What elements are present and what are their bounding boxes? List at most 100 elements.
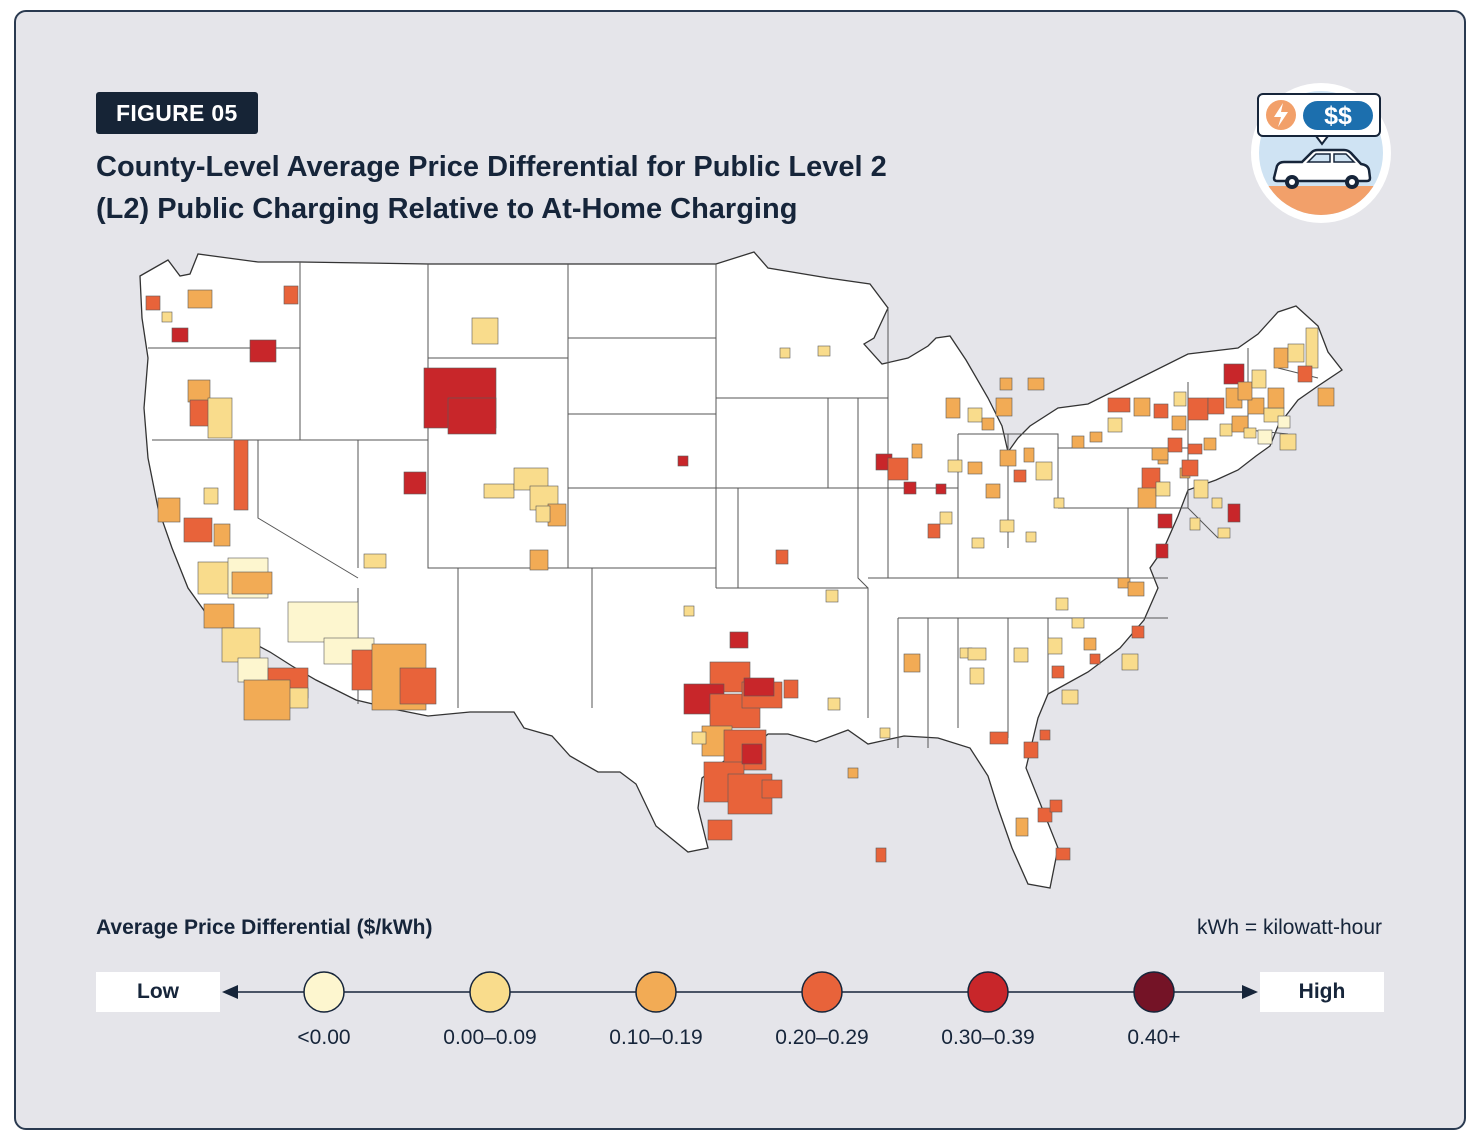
county-patch <box>1155 481 1171 497</box>
county-patch <box>967 647 987 661</box>
county-patch <box>1243 427 1257 439</box>
color-scale: Low High <0.00 0.00–0.09 0.10–0.19 0.20–0.2… <box>96 964 1384 1064</box>
county-patch <box>971 537 985 549</box>
legend-dot-6 <box>1133 971 1175 1013</box>
county-patch <box>363 553 387 569</box>
county-patch <box>145 295 161 311</box>
county-patch <box>187 289 213 309</box>
county-patch <box>283 285 299 305</box>
county-patch <box>1023 741 1039 759</box>
county-patch <box>1013 647 1029 663</box>
county-patch <box>1049 799 1063 813</box>
county-patch <box>233 439 249 511</box>
legend-dot-3 <box>635 971 677 1013</box>
county-patch <box>775 549 789 565</box>
county-patch <box>403 471 427 495</box>
county-patch <box>879 727 891 739</box>
county-patch <box>447 397 497 435</box>
county-patch <box>1251 369 1267 389</box>
legend-bin-label-3: 0.10–0.19 <box>609 1026 703 1049</box>
county-patch <box>1167 437 1183 453</box>
county-patch <box>1027 377 1045 391</box>
county-patch <box>927 523 941 539</box>
county-patch <box>779 347 791 359</box>
county-patch <box>213 523 231 547</box>
county-patch <box>1051 665 1065 679</box>
county-patch <box>939 511 953 525</box>
scale-arrow-left-icon <box>222 985 238 999</box>
county-patch <box>1223 363 1245 385</box>
county-patch <box>237 657 269 683</box>
scale-high-label: High <box>1260 972 1384 1012</box>
county-patch <box>1127 581 1145 597</box>
county-patch <box>197 561 233 595</box>
county-patch <box>203 487 219 505</box>
county-patch <box>1107 417 1123 433</box>
county-patch <box>1047 637 1063 655</box>
county-patch <box>1189 517 1201 531</box>
county-patch <box>691 731 707 745</box>
county-patch <box>875 847 887 863</box>
county-patch <box>1137 487 1157 509</box>
legend-note: kWh = kilowatt-hour <box>1197 916 1382 939</box>
county-patch <box>1273 347 1289 369</box>
county-patch <box>1157 513 1173 529</box>
us-county-map <box>139 251 1343 889</box>
county-patch <box>707 819 733 841</box>
figure-title-line-2: (L2) Public Charging Relative to At-Home… <box>96 193 798 225</box>
county-patch <box>1055 597 1069 611</box>
county-patch <box>683 605 695 617</box>
county-patch <box>903 653 921 673</box>
county-patch <box>171 327 189 343</box>
county-patch <box>1153 403 1169 419</box>
county-patch <box>935 483 947 495</box>
county-patch <box>231 571 273 595</box>
county-patch <box>1053 497 1065 509</box>
figure-badge: FIGURE 05 <box>96 92 258 134</box>
county-patch <box>945 397 961 419</box>
lightning-icon <box>1266 100 1296 130</box>
legend-bin-label-6: 0.40+ <box>1127 1026 1181 1049</box>
scale-low-label: Low <box>96 972 220 1012</box>
county-patch <box>847 767 859 779</box>
county-patch <box>783 679 799 699</box>
county-patch <box>547 503 567 527</box>
county-patch <box>529 549 549 571</box>
dollar-text: $$ <box>1324 102 1352 130</box>
county-patch <box>999 377 1013 391</box>
county-patch <box>677 455 689 467</box>
ev-charging-cost-logo: $$ <box>1251 83 1391 223</box>
county-patch <box>761 779 783 799</box>
scale-axis <box>222 971 1258 1013</box>
county-patch <box>243 679 291 721</box>
county-patch <box>827 697 841 711</box>
county-patch <box>1071 617 1085 629</box>
county-patch <box>1173 391 1187 407</box>
county-patch <box>1187 397 1209 421</box>
legend-dot-1 <box>303 971 345 1013</box>
county-patch <box>1287 343 1305 363</box>
county-patch <box>1039 729 1051 741</box>
county-patch <box>287 601 359 643</box>
legend-bin-label-2: 0.00–0.09 <box>443 1026 537 1049</box>
county-patch <box>1207 397 1225 415</box>
county-patch <box>1217 527 1231 539</box>
county-patch <box>1277 415 1291 429</box>
county-patch <box>1133 397 1151 417</box>
county-patch <box>1013 469 1027 483</box>
county-patch <box>1193 479 1209 499</box>
county-patch <box>911 443 923 459</box>
county-patch <box>1317 387 1335 407</box>
county-patch <box>203 603 235 629</box>
figure-title: County-Level Average Price Differential … <box>96 146 996 230</box>
county-patch <box>1297 365 1313 383</box>
county-patch <box>1061 689 1079 705</box>
county-patch <box>985 483 1001 499</box>
county-patch <box>1247 397 1265 415</box>
scale-dots <box>303 971 1175 1013</box>
figure-title-line-1: County-Level Average Price Differential … <box>96 151 887 183</box>
county-patch <box>1219 423 1233 437</box>
county-patch <box>1211 497 1223 509</box>
legend-dot-4 <box>801 971 843 1013</box>
county-patch <box>1227 503 1241 523</box>
